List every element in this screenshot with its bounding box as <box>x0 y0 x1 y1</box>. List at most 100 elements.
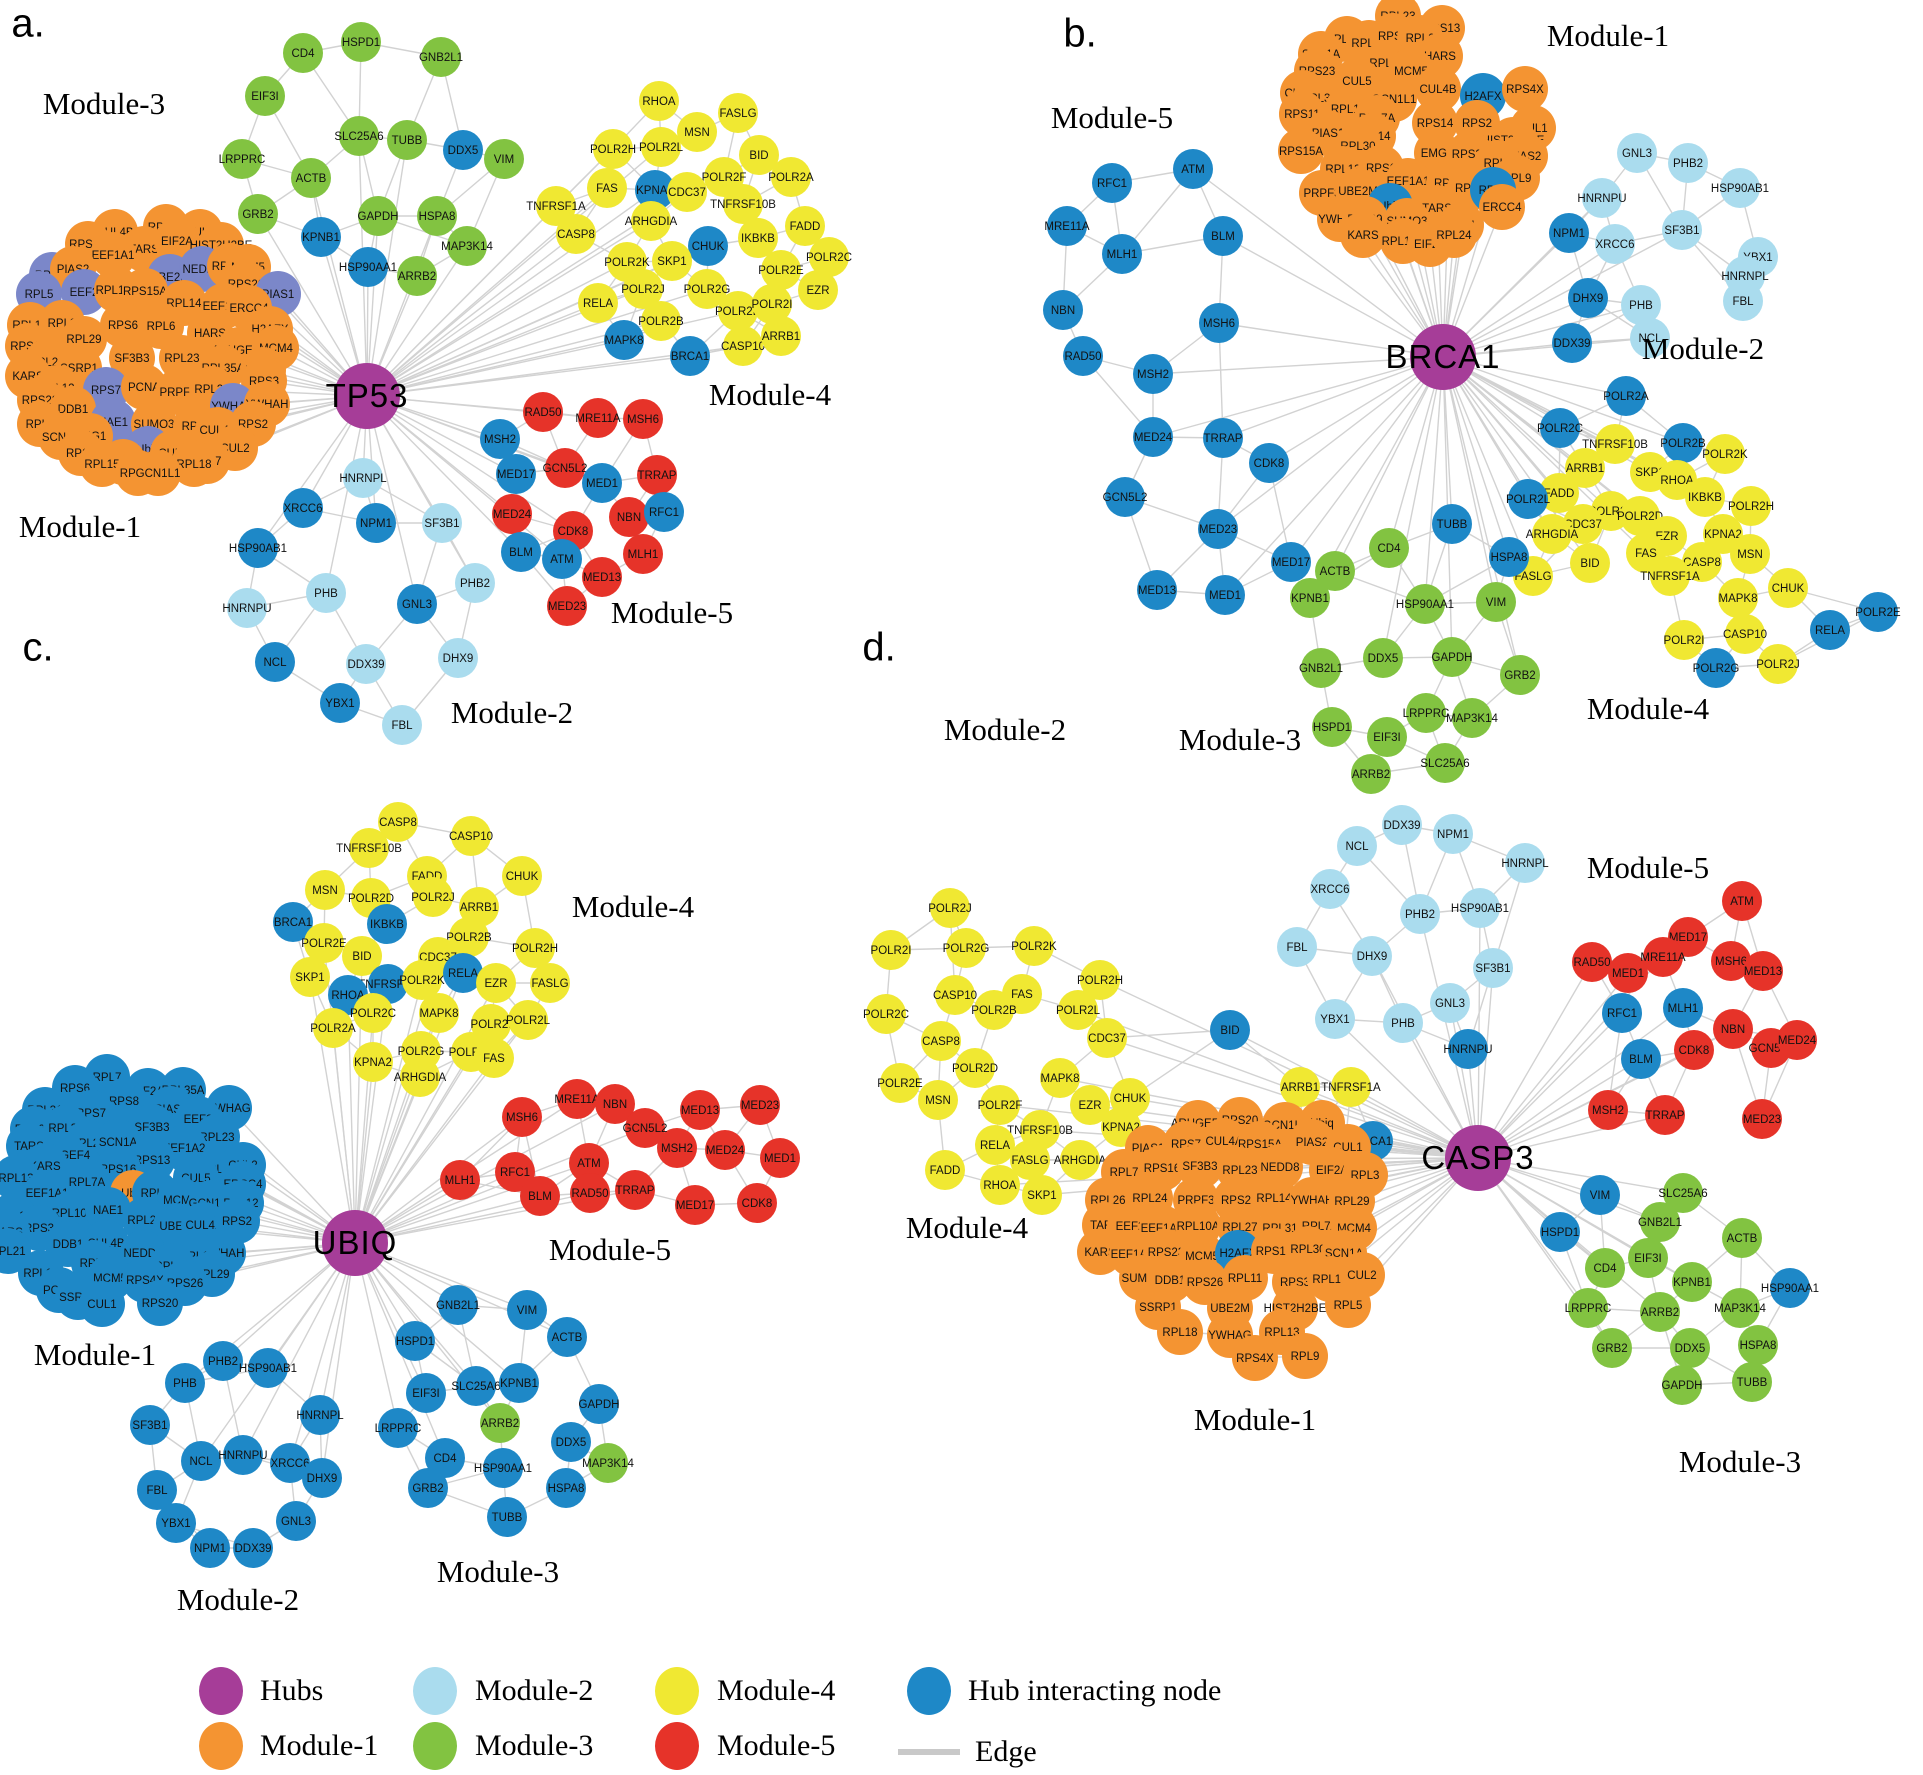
node-TRRAP: TRRAP <box>637 455 677 495</box>
node-POLR2J: POLR2J <box>621 269 665 309</box>
svg-text:MAP3K14: MAP3K14 <box>1446 713 1498 725</box>
svg-text:POLR2E: POLR2E <box>877 1078 923 1090</box>
svg-text:MLH1: MLH1 <box>1107 249 1138 261</box>
node-POLR2E: POLR2E <box>758 250 804 290</box>
svg-text:POLR2G: POLR2G <box>943 943 990 955</box>
svg-text:GCN5L2: GCN5L2 <box>1103 492 1148 504</box>
module-label: Module-4 <box>571 889 695 924</box>
node-POLR2K: POLR2K <box>399 960 445 1000</box>
node-CD4: CD4 <box>1585 1248 1625 1288</box>
node-MSH2: MSH2 <box>1588 1090 1628 1130</box>
node-PCNA: PCNA <box>121 364 167 410</box>
svg-text:ARHGDIA: ARHGDIA <box>625 216 678 228</box>
svg-text:BLM: BLM <box>528 1191 552 1203</box>
svg-text:MRE11A: MRE11A <box>1044 221 1089 233</box>
svg-text:MED17: MED17 <box>1669 932 1707 944</box>
svg-text:GAPDH: GAPDH <box>1432 652 1473 664</box>
node-CASP8: CASP8 <box>556 214 596 254</box>
node-GNL3: GNL3 <box>397 584 437 624</box>
node-MAPK8: MAPK8 <box>1718 578 1758 618</box>
hub-label-casp3: CASP3 <box>1421 1139 1535 1176</box>
svg-text:MSH2: MSH2 <box>661 1143 693 1155</box>
hub-node-CASP3 <box>1445 1125 1511 1191</box>
svg-text:SCN1A: SCN1A <box>99 1137 138 1149</box>
node-BID: BID <box>1210 1010 1250 1050</box>
svg-text:RAD50: RAD50 <box>1064 351 1101 363</box>
svg-text:NAE1: NAE1 <box>93 1205 123 1217</box>
node-POLR2L: POLR2L <box>1056 990 1101 1030</box>
svg-text:SKP1: SKP1 <box>1635 467 1664 479</box>
svg-text:ACTB: ACTB <box>1320 566 1351 578</box>
svg-text:POLR2K: POLR2K <box>604 257 650 269</box>
svg-text:HSP90AB1: HSP90AB1 <box>229 543 287 555</box>
svg-text:POLR2A: POLR2A <box>1603 391 1649 403</box>
svg-text:UBE2M: UBE2M <box>1338 186 1378 198</box>
svg-text:HSP90AA1: HSP90AA1 <box>1396 599 1454 611</box>
svg-text:KPNA2: KPNA2 <box>354 1057 392 1069</box>
svg-text:RPL7: RPL7 <box>1110 1167 1139 1179</box>
node-HSPA8: HSPA8 <box>1738 1325 1778 1365</box>
node-POLR2L: POLR2L <box>506 1000 551 1040</box>
svg-text:RPS26: RPS26 <box>1187 1277 1223 1289</box>
node-GNL3: GNL3 <box>1617 133 1657 173</box>
svg-text:RPL14: RPL14 <box>166 298 202 310</box>
svg-text:RPS23: RPS23 <box>1148 1247 1184 1259</box>
svg-text:RPL21: RPL21 <box>0 1246 26 1258</box>
svg-text:CDC37: CDC37 <box>1088 1033 1126 1045</box>
svg-text:EZR: EZR <box>1079 1100 1102 1112</box>
svg-text:POLR2I: POLR2I <box>752 299 793 311</box>
svg-text:MED23: MED23 <box>741 1100 779 1112</box>
svg-text:XRCC6: XRCC6 <box>271 1458 310 1470</box>
legend-swatch-module-3 <box>413 1722 457 1770</box>
node-PHB2: PHB2 <box>203 1341 243 1381</box>
svg-text:MED13: MED13 <box>583 572 621 584</box>
node-MED24: MED24 <box>1133 417 1173 457</box>
node-GCN5L2: GCN5L2 <box>1103 477 1148 517</box>
svg-text:NCL: NCL <box>1345 841 1369 853</box>
svg-text:HSPD1: HSPD1 <box>396 1336 434 1348</box>
svg-text:TUBB: TUBB <box>492 1512 523 1524</box>
node-RHOA: RHOA <box>639 81 679 121</box>
svg-text:TNFRSF1A: TNFRSF1A <box>1640 571 1700 583</box>
svg-text:RPL30: RPL30 <box>1290 1244 1325 1256</box>
svg-text:RPL12: RPL12 <box>1312 1274 1347 1286</box>
node-MAP3K14: MAP3K14 <box>1714 1288 1766 1328</box>
svg-text:MSN: MSN <box>312 885 338 897</box>
node-FAS: FAS <box>587 168 627 208</box>
svg-text:PCNA: PCNA <box>128 382 160 394</box>
node-RPL23: RPL23 <box>159 335 205 381</box>
svg-text:HNRNPL: HNRNPL <box>1501 858 1549 870</box>
node-MAPK8: MAPK8 <box>419 993 459 1033</box>
node-POLR2B: POLR2B <box>971 990 1017 1030</box>
node-ACTB: ACTB <box>1315 551 1355 591</box>
node-POLR2C: POLR2C <box>1537 408 1583 448</box>
node-RPS4X: RPS4X <box>1232 1335 1278 1381</box>
svg-text:TUBB: TUBB <box>1737 1377 1768 1389</box>
node-CDC37: CDC37 <box>1087 1018 1127 1058</box>
svg-text:RPS16: RPS16 <box>1144 1163 1180 1175</box>
node-POLR2B: POLR2B <box>446 917 492 957</box>
svg-text:ARRB1: ARRB1 <box>460 902 498 914</box>
svg-text:RPL29: RPL29 <box>66 334 101 346</box>
svg-text:BID: BID <box>352 951 371 963</box>
svg-text:ARRB1: ARRB1 <box>1566 463 1604 475</box>
node-CD4: CD4 <box>425 1438 465 1478</box>
node-ARHGDIA: ARHGDIA <box>394 1057 447 1097</box>
node-MSH2: MSH2 <box>1133 354 1173 394</box>
svg-text:RPL5: RPL5 <box>25 289 54 301</box>
node-MED1: MED1 <box>1608 953 1648 993</box>
svg-text:SF3B3: SF3B3 <box>1182 1161 1217 1173</box>
legend-label-hubs: Hubs <box>260 1674 324 1707</box>
svg-text:POLR2E: POLR2E <box>1855 607 1901 619</box>
node-HSP90AB1: HSP90AB1 <box>1451 888 1509 928</box>
node-CDK8: CDK8 <box>1249 443 1289 483</box>
svg-text:TRRAP: TRRAP <box>638 470 677 482</box>
svg-text:GNL3: GNL3 <box>281 1516 311 1528</box>
svg-text:DHX9: DHX9 <box>1357 951 1388 963</box>
svg-text:VIM: VIM <box>494 154 514 166</box>
node-ARHGDIA: ARHGDIA <box>625 201 678 241</box>
node-ARRB1: ARRB1 <box>1565 448 1605 488</box>
svg-text:MSH2: MSH2 <box>484 434 516 446</box>
svg-text:CUL4A: CUL4A <box>185 1220 222 1232</box>
svg-text:MED17: MED17 <box>676 1200 714 1212</box>
